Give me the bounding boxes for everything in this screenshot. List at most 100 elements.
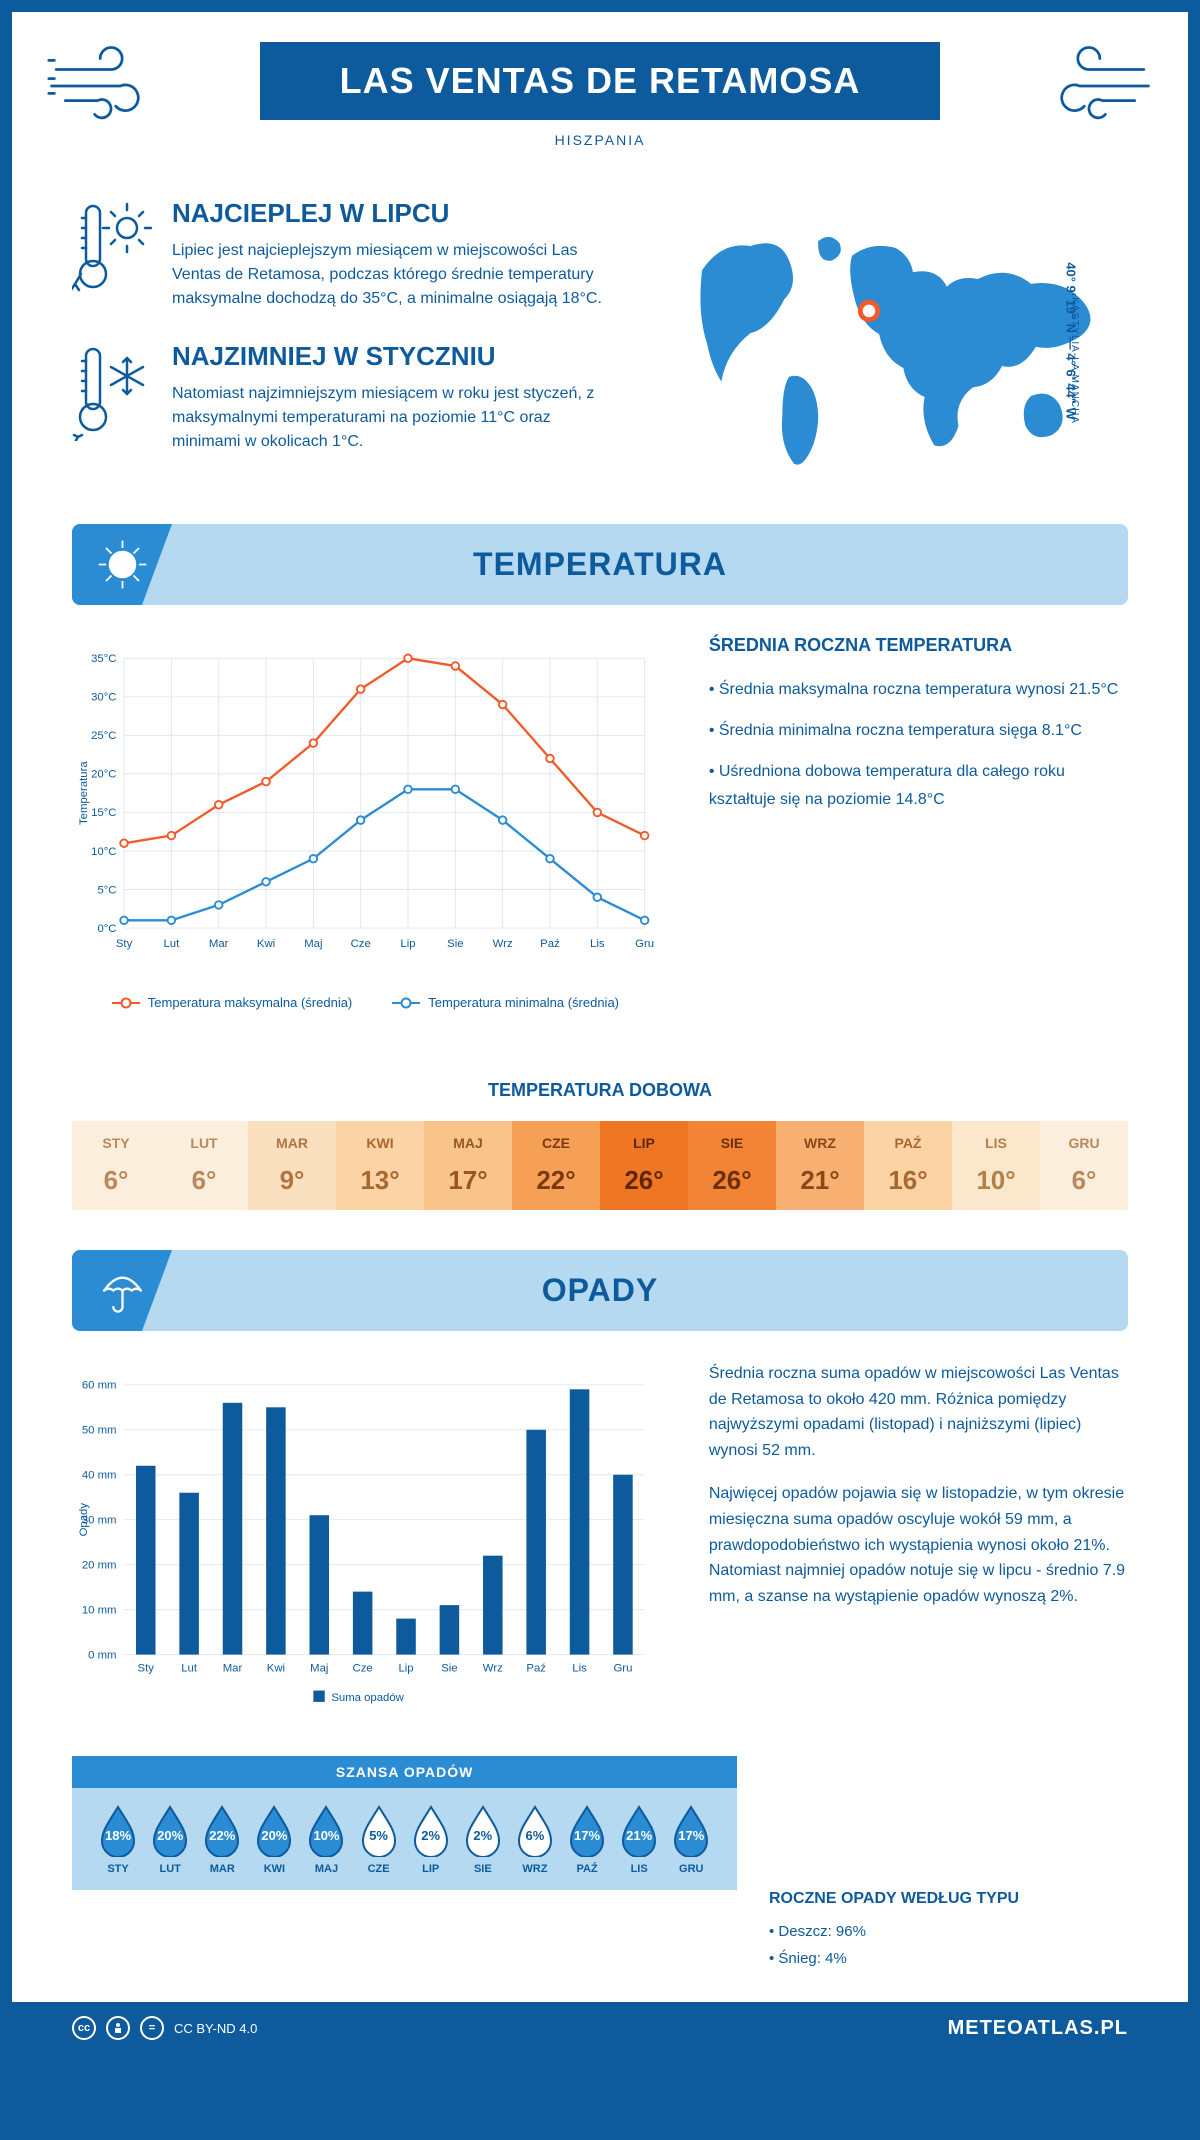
temp-cell: MAJ 17° bbox=[424, 1121, 512, 1210]
svg-text:50 mm: 50 mm bbox=[82, 1425, 117, 1437]
precip-type-item: • Śnieg: 4% bbox=[769, 1945, 1128, 1972]
temp-cell: PAŹ 16° bbox=[864, 1121, 952, 1210]
svg-text:40 mm: 40 mm bbox=[82, 1470, 117, 1482]
svg-text:Gru: Gru bbox=[635, 938, 654, 950]
precip-chance-drop: 22% MAR bbox=[196, 1803, 248, 1875]
svg-text:Maj: Maj bbox=[310, 1663, 328, 1675]
temp-cell: LIP 26° bbox=[600, 1121, 688, 1210]
page-subtitle: HISZPANIA bbox=[12, 132, 1188, 148]
svg-text:Mar: Mar bbox=[223, 1663, 243, 1675]
svg-text:Suma opadów: Suma opadów bbox=[331, 1692, 404, 1704]
temp-cell: KWI 13° bbox=[336, 1121, 424, 1210]
stat-bullet: • Średnia maksymalna roczna temperatura … bbox=[709, 676, 1128, 703]
svg-text:15°C: 15°C bbox=[91, 807, 116, 819]
by-icon bbox=[106, 2016, 130, 2040]
svg-text:Cze: Cze bbox=[353, 1663, 373, 1675]
precip-chance-drop: 18% STY bbox=[92, 1803, 144, 1875]
svg-text:0 mm: 0 mm bbox=[88, 1649, 116, 1661]
page-title: LAS VENTAS DE RETAMOSA bbox=[260, 42, 941, 120]
section-title: OPADY bbox=[72, 1272, 1128, 1309]
svg-text:Lip: Lip bbox=[398, 1663, 413, 1675]
precip-type-item: • Deszcz: 96% bbox=[769, 1918, 1128, 1945]
temperature-section: 0°C5°C10°C15°C20°C25°C30°C35°CStyLutMarK… bbox=[12, 605, 1188, 1050]
precip-chance-drop: 5% CZE bbox=[353, 1803, 405, 1875]
temp-cell: LUT 6° bbox=[160, 1121, 248, 1210]
svg-text:Sty: Sty bbox=[116, 938, 133, 950]
wind-icon bbox=[47, 42, 157, 122]
precip-paragraph: Najwięcej opadów pojawia się w listopadz… bbox=[709, 1481, 1128, 1609]
svg-text:Lut: Lut bbox=[163, 938, 180, 950]
svg-text:30°C: 30°C bbox=[91, 692, 116, 704]
precipitation-chance: SZANSA OPADÓW 18% STY 20% LUT 22% MAR 20… bbox=[72, 1756, 1128, 1890]
temp-cell: WRZ 21° bbox=[776, 1121, 864, 1210]
precip-chance-drop: 20% LUT bbox=[144, 1803, 196, 1875]
region-label: KASTYLIA-LA MANCHA bbox=[1069, 297, 1080, 424]
svg-text:35°C: 35°C bbox=[91, 653, 116, 665]
section-title: TEMPERATURA bbox=[72, 546, 1128, 583]
svg-text:25°C: 25°C bbox=[91, 730, 116, 742]
svg-text:Lis: Lis bbox=[572, 1663, 587, 1675]
svg-text:Maj: Maj bbox=[304, 938, 322, 950]
precipitation-by-type: ROCZNE OPADY WEDŁUG TYPU • Deszcz: 96%• … bbox=[12, 1890, 1188, 2002]
precip-chance-drop: 2% SIE bbox=[457, 1803, 509, 1875]
site-name: METEOATLAS.PL bbox=[948, 2017, 1128, 2040]
temperature-chart: 0°C5°C10°C15°C20°C25°C30°C35°CStyLutMarK… bbox=[72, 635, 659, 1010]
svg-text:Opady: Opady bbox=[78, 1503, 90, 1537]
license-text: CC BY-ND 4.0 bbox=[174, 2021, 257, 2036]
chart-legend: Temperatura maksymalna (średnia)Temperat… bbox=[72, 995, 659, 1010]
fact-text: Natomiast najzimniejszym miesiącem w rok… bbox=[172, 382, 604, 454]
temp-cell: CZE 22° bbox=[512, 1121, 600, 1210]
temperature-stats: ŚREDNIA ROCZNA TEMPERATURA • Średnia mak… bbox=[709, 635, 1128, 1010]
page: LAS VENTAS DE RETAMOSA HISZPANIA NAJCIEP… bbox=[0, 0, 1200, 2066]
svg-text:Lis: Lis bbox=[590, 938, 605, 950]
svg-text:Mar: Mar bbox=[209, 938, 229, 950]
thermometer-icon bbox=[72, 198, 152, 311]
footer: cc = CC BY-ND 4.0 METEOATLAS.PL bbox=[12, 2002, 1188, 2054]
fact-title: NAJCIEPLEJ W LIPCU bbox=[172, 198, 604, 229]
svg-text:20°C: 20°C bbox=[91, 769, 116, 781]
stats-title: ŚREDNIA ROCZNA TEMPERATURA bbox=[709, 635, 1128, 656]
svg-text:20 mm: 20 mm bbox=[82, 1559, 117, 1571]
svg-text:Temperatura: Temperatura bbox=[78, 761, 90, 825]
svg-text:10°C: 10°C bbox=[91, 846, 116, 858]
climate-fact: NAJZIMNIEJ W STYCZNIU Natomiast najzimni… bbox=[72, 341, 604, 454]
precip-chance-drop: 6% WRZ bbox=[509, 1803, 561, 1875]
climate-fact: NAJCIEPLEJ W LIPCU Lipiec jest najcieple… bbox=[72, 198, 604, 311]
wind-icon bbox=[1043, 42, 1153, 122]
svg-text:60 mm: 60 mm bbox=[82, 1380, 117, 1392]
temp-cell: STY 6° bbox=[72, 1121, 160, 1210]
precip-chance-drop: 17% GRU bbox=[665, 1803, 717, 1875]
svg-text:Wrz: Wrz bbox=[483, 1663, 503, 1675]
precip-chance-drop: 20% KWI bbox=[248, 1803, 300, 1875]
temp-cell: MAR 9° bbox=[248, 1121, 336, 1210]
precip-chance-drop: 2% LIP bbox=[405, 1803, 457, 1875]
svg-text:10 mm: 10 mm bbox=[82, 1604, 117, 1616]
svg-text:Paź: Paź bbox=[540, 938, 560, 950]
svg-text:Wrz: Wrz bbox=[493, 938, 513, 950]
cc-icon: cc bbox=[72, 2016, 96, 2040]
world-map bbox=[644, 198, 1128, 478]
chance-title: SZANSA OPADÓW bbox=[72, 1756, 737, 1788]
daily-temp-title: TEMPERATURA DOBOWA bbox=[12, 1080, 1188, 1101]
temperature-banner: TEMPERATURA bbox=[72, 524, 1128, 605]
svg-text:Lip: Lip bbox=[400, 938, 415, 950]
svg-text:Sie: Sie bbox=[447, 938, 463, 950]
svg-text:0°C: 0°C bbox=[97, 923, 116, 935]
sun-icon bbox=[72, 524, 172, 605]
map-column: 40° 9' 19" N — 4° 6' 44" W KASTYLIA-LA M… bbox=[644, 198, 1128, 484]
temp-cell: SIE 26° bbox=[688, 1121, 776, 1210]
fact-title: NAJZIMNIEJ W STYCZNIU bbox=[172, 341, 604, 372]
svg-text:Sie: Sie bbox=[441, 1663, 457, 1675]
svg-text:Kwi: Kwi bbox=[257, 938, 275, 950]
intro-section: NAJCIEPLEJ W LIPCU Lipiec jest najcieple… bbox=[12, 168, 1188, 524]
facts-column: NAJCIEPLEJ W LIPCU Lipiec jest najcieple… bbox=[72, 198, 604, 484]
precip-type-title: ROCZNE OPADY WEDŁUG TYPU bbox=[769, 1890, 1128, 1908]
nd-icon: = bbox=[140, 2016, 164, 2040]
precipitation-text: Średnia roczna suma opadów w miejscowośc… bbox=[709, 1361, 1128, 1726]
svg-text:Cze: Cze bbox=[351, 938, 371, 950]
stat-bullet: • Średnia minimalna roczna temperatura s… bbox=[709, 717, 1128, 744]
temp-cell: LIS 10° bbox=[952, 1121, 1040, 1210]
legend-item: Temperatura minimalna (średnia) bbox=[392, 995, 619, 1010]
temp-cell: GRU 6° bbox=[1040, 1121, 1128, 1210]
svg-text:Gru: Gru bbox=[613, 1663, 632, 1675]
